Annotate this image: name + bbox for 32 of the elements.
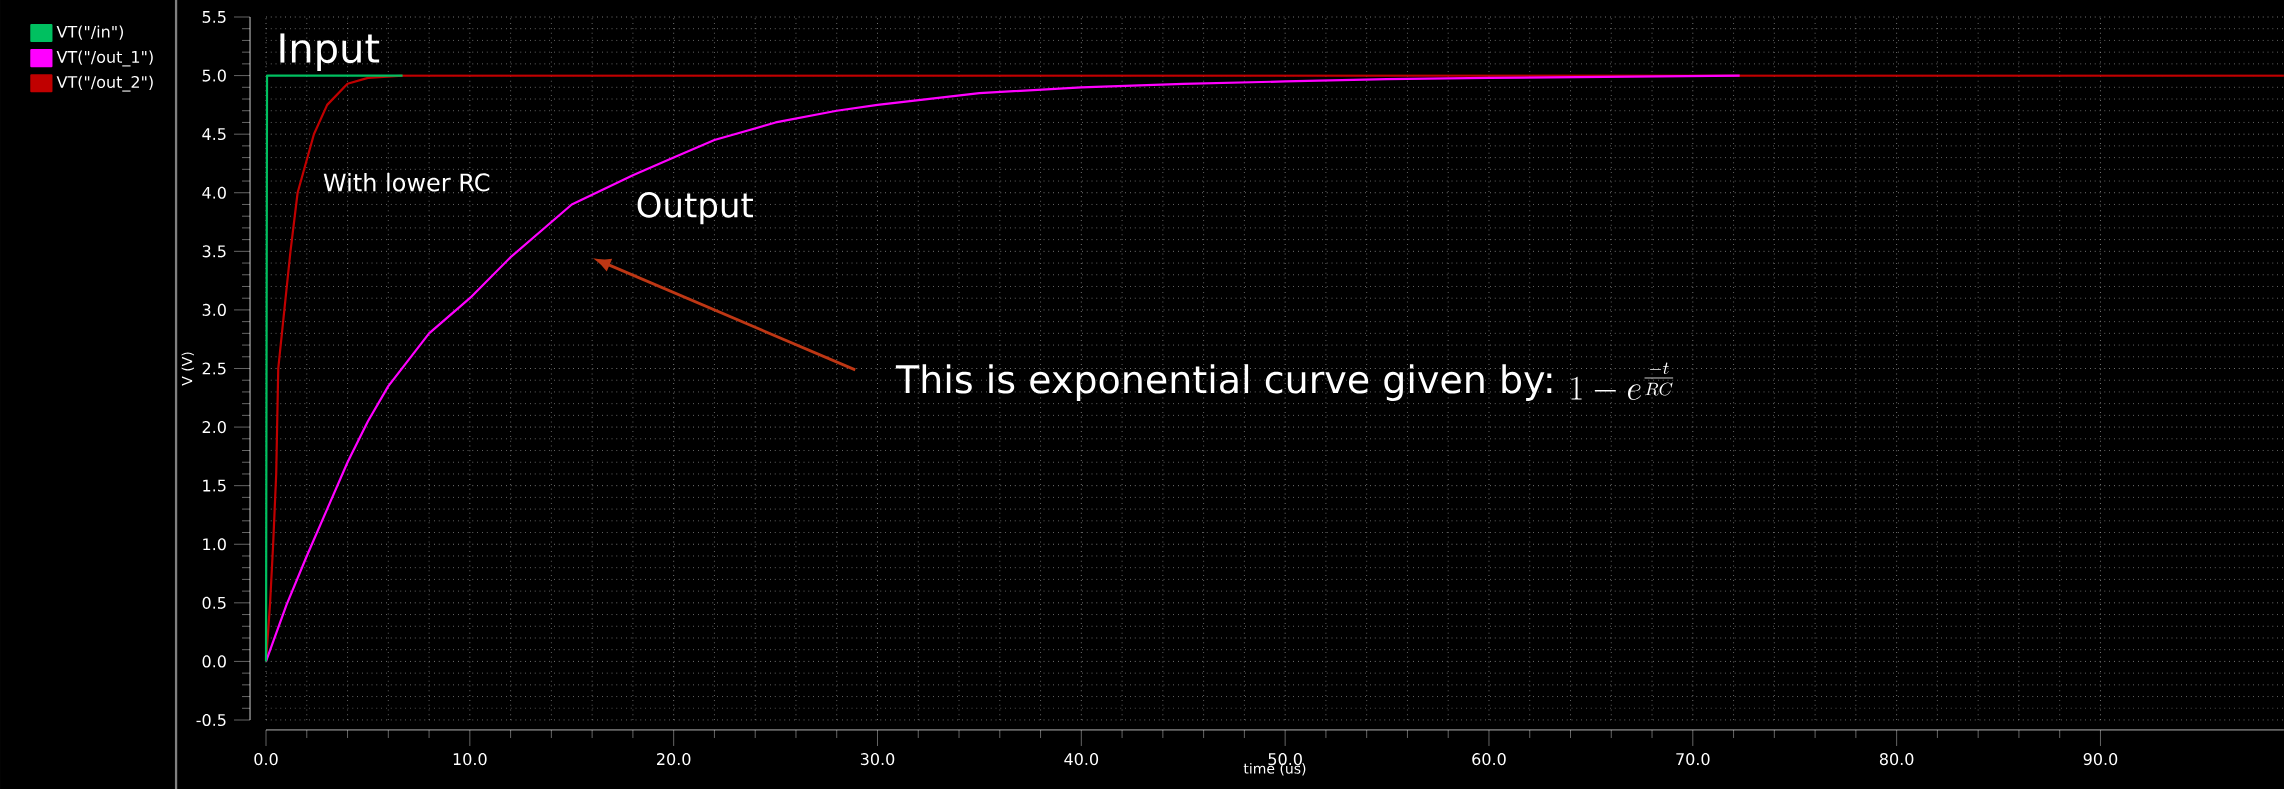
y-tick-label: 1.5 — [203, 479, 226, 492]
y-tick-label: 0.5 — [202, 596, 226, 609]
x-tick-label: 10.0 — [453, 753, 487, 766]
y-tick-label: 4.0 — [202, 186, 226, 199]
annotation: This is exponential curve given by: — [895, 364, 1552, 401]
y-tick-label: 1.0 — [203, 538, 226, 551]
legend-label: VT("/in") — [56, 25, 123, 40]
x-tick-label: 80.0 — [1879, 753, 1914, 766]
annotation: Output — [637, 192, 753, 225]
annotation: Input — [280, 33, 380, 71]
y-axis-title: V (V) — [181, 352, 194, 386]
x-tick-label: 0.0 — [254, 753, 278, 766]
y-tick-label: 0.0 — [202, 655, 226, 668]
y-tick-label: 2.5 — [202, 362, 226, 375]
y-tick-label: 4.5 — [202, 128, 226, 141]
legend-label: VT("/out_2") — [56, 75, 153, 92]
x-tick-label: 90.0 — [2083, 753, 2118, 766]
y-tick-label: -0.5 — [196, 713, 226, 727]
x-tick-label: 40.0 — [1064, 753, 1099, 766]
y-tick-label: 2.0 — [202, 421, 226, 434]
x-tick-label: 70.0 — [1676, 753, 1710, 766]
y-tick-label: 5.0 — [202, 69, 226, 82]
x-tick-label: 60.0 — [1472, 753, 1506, 766]
x-tick-label: 20.0 — [657, 753, 691, 766]
y-tick-label: 3.5 — [202, 245, 226, 258]
y-tick-label: 3.0 — [202, 303, 226, 316]
y-tick-label: 5.5 — [202, 11, 226, 23]
annotation: With lower RC — [323, 172, 490, 192]
x-tick-label: 30.0 — [860, 753, 895, 766]
line-series — [264, 74, 1741, 663]
annotation: $1 - e^{\frac{-t}{RC}}$ — [1571, 362, 1674, 400]
legend-label: VT("/out_1") — [56, 50, 153, 67]
